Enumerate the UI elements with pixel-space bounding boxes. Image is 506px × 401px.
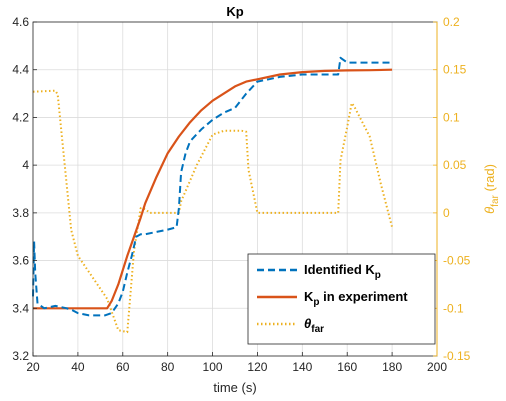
y-right-tick-label-6: 0.15 bbox=[443, 63, 467, 77]
x-tick-label-8: 180 bbox=[382, 360, 402, 374]
y-left-tick-label-3: 3.8 bbox=[12, 206, 29, 220]
y-left-tick-label-6: 4.4 bbox=[12, 63, 29, 77]
legend-label-identified-kp-main: Identified K bbox=[304, 262, 375, 277]
y-axis-right-label-symbol: θ bbox=[482, 207, 497, 214]
legend: Identified Kp Kp in experiment θfar bbox=[247, 253, 436, 345]
legend-label-theta-far-main: θ bbox=[304, 316, 311, 331]
series-line-identified-kp bbox=[32, 56, 393, 317]
legend-label-kp-experiment-rest: in experiment bbox=[320, 289, 409, 304]
x-tick-label-7: 160 bbox=[337, 360, 357, 374]
chart-title: Kp bbox=[226, 4, 243, 19]
legend-label-identified-kp-subscript: p bbox=[375, 270, 381, 281]
series-line-theta-far bbox=[32, 89, 394, 334]
y-right-tick-label-0: -0.15 bbox=[443, 349, 471, 363]
legend-label-kp-experiment: Kp in experiment bbox=[304, 289, 408, 308]
y-left-tick-label-4: 4 bbox=[22, 158, 29, 172]
x-tick-label-5: 120 bbox=[247, 360, 267, 374]
y-right-tick-label-7: 0.2 bbox=[443, 15, 460, 29]
series-line-kp-experiment bbox=[33, 68, 393, 310]
x-axis-label: time (s) bbox=[213, 380, 256, 395]
series-layer bbox=[32, 56, 394, 334]
y-right-tick-label-3: 0 bbox=[443, 206, 450, 220]
y-right-tick-label-4: 0.05 bbox=[443, 158, 467, 172]
y-axis-right-label: θfar (rad) bbox=[482, 164, 501, 214]
y-left-tick-label-0: 3.2 bbox=[12, 349, 29, 363]
y-right-tick-label-1: -0.1 bbox=[443, 301, 464, 315]
x-tick-label-9: 200 bbox=[427, 360, 447, 374]
y-axis-right-label-subscript: far bbox=[490, 194, 501, 206]
x-tick-label-3: 80 bbox=[161, 360, 175, 374]
x-tick-label-2: 60 bbox=[116, 360, 130, 374]
legend-label-theta-far: θfar bbox=[304, 316, 324, 335]
tick-layer: 20 40 60 80 100 120 140 160 180 200 3.2 3.4 3.6 3.8 4 4… bbox=[12, 15, 470, 374]
legend-label-identified-kp: Identified Kp bbox=[304, 262, 381, 281]
y-right-tick-label-5: 0.1 bbox=[443, 110, 460, 124]
y-left-tick-label-1: 3.4 bbox=[12, 301, 29, 315]
legend-label-theta-far-subscript: far bbox=[311, 324, 324, 335]
x-tick-label-4: 100 bbox=[203, 360, 223, 374]
y-axis-right-label-unit: (rad) bbox=[482, 164, 497, 195]
y-left-tick-label-2: 3.6 bbox=[12, 254, 29, 268]
y-right-tick-label-2: -0.05 bbox=[443, 254, 471, 268]
y-left-tick-label-5: 4.2 bbox=[12, 110, 29, 124]
legend-label-kp-experiment-subscript: p bbox=[313, 297, 319, 308]
x-tick-label-0: 20 bbox=[26, 360, 40, 374]
x-tick-label-1: 40 bbox=[71, 360, 85, 374]
x-tick-label-6: 140 bbox=[292, 360, 312, 374]
y-left-tick-label-7: 4.6 bbox=[12, 15, 29, 29]
legend-label-kp-experiment-main: K bbox=[304, 289, 314, 304]
